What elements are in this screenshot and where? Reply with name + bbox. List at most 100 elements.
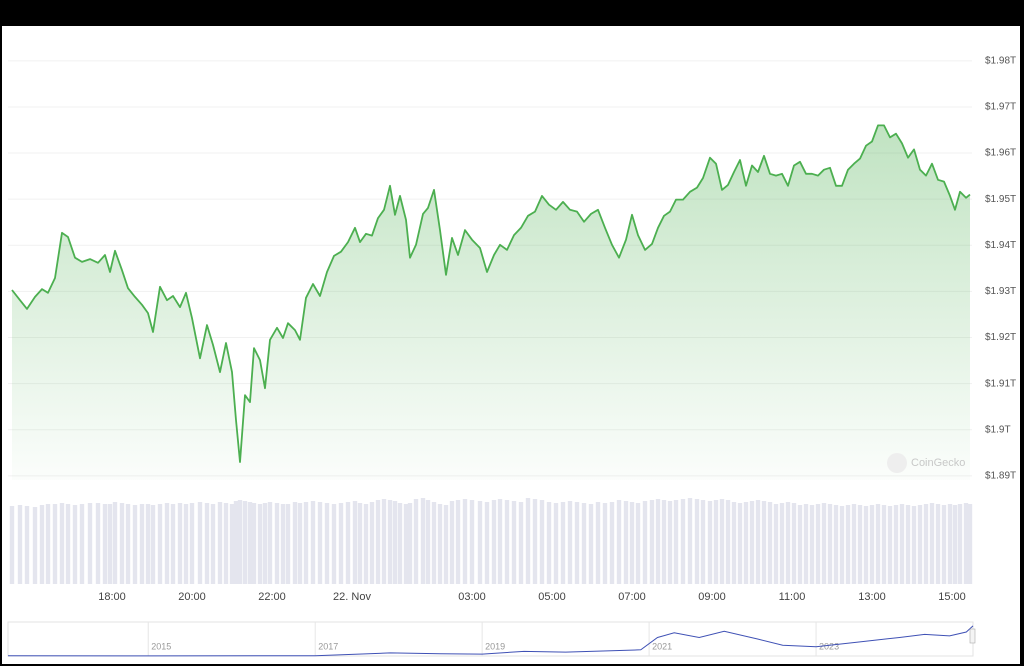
volume-bar — [317, 502, 323, 584]
volume-bar — [616, 500, 622, 584]
volume-bar — [357, 503, 363, 584]
volume-bar — [773, 504, 779, 584]
volume-bar — [755, 500, 761, 584]
volume-bar — [237, 500, 243, 584]
volume-bar — [217, 502, 223, 584]
volume-bar — [17, 505, 23, 584]
volume-bar — [947, 504, 953, 584]
volume-bar — [491, 500, 497, 584]
volume-bar — [518, 502, 524, 584]
volume-bar — [119, 503, 125, 584]
volume-bar — [72, 505, 78, 584]
navigator-year-label: 2015 — [151, 641, 171, 651]
volume-bar — [139, 504, 145, 584]
volume-bar — [183, 504, 189, 584]
volume-bar — [700, 500, 706, 584]
volume-bar — [967, 504, 973, 584]
volume-bar — [821, 503, 827, 584]
volume-bar — [779, 503, 785, 584]
volume-bar — [112, 502, 118, 584]
volume-bar — [9, 506, 15, 584]
volume-bar — [595, 502, 601, 584]
x-tick-label: 09:00 — [698, 591, 726, 603]
volume-bar — [369, 502, 375, 584]
volume-bar — [749, 501, 755, 584]
volume-bar — [761, 501, 767, 584]
volume-bar — [655, 499, 661, 584]
volume-bar — [785, 502, 791, 584]
volume-bar — [546, 502, 552, 584]
volume-bar — [673, 500, 679, 584]
volume-bar — [132, 505, 138, 584]
volume-bar — [462, 499, 468, 584]
y-tick-label: $1.89T — [985, 470, 1016, 481]
volume-bar — [164, 503, 170, 584]
volume-bar — [963, 503, 969, 584]
volume-bar — [145, 504, 151, 584]
volume-bar — [649, 500, 655, 584]
x-tick-label: 22. Nov — [333, 591, 371, 603]
volume-bar — [303, 502, 309, 584]
y-tick-label: $1.92T — [985, 332, 1016, 343]
volume-bar — [65, 504, 71, 584]
volume-bar — [403, 504, 409, 584]
volume-bar — [189, 503, 195, 584]
volume-bar — [381, 499, 387, 584]
navigator-year-label: 2021 — [652, 641, 672, 651]
y-tick-label: $1.91T — [985, 378, 1016, 389]
volume-bar — [893, 505, 899, 584]
volume-bar — [262, 503, 268, 584]
volume-bar — [525, 498, 531, 584]
volume-bar — [477, 501, 483, 584]
volume-bar — [297, 503, 303, 584]
y-tick-label: $1.9T — [985, 424, 1011, 435]
volume-bar — [210, 504, 216, 584]
volume-bar — [875, 504, 881, 584]
volume-bar — [581, 503, 587, 584]
navigator-frame — [7, 621, 974, 657]
y-tick-label: $1.98T — [985, 55, 1016, 66]
volume-bar — [107, 504, 113, 584]
volume-bar — [324, 503, 330, 584]
volume-bar — [229, 504, 235, 584]
volume-bar — [274, 503, 280, 584]
volume-bar — [331, 504, 337, 584]
volume-bar — [857, 505, 863, 584]
volume-bar — [815, 504, 821, 584]
volume-bar — [687, 498, 693, 584]
volume-bar — [767, 502, 773, 584]
volume-bar — [242, 501, 248, 584]
volume-bar — [511, 501, 517, 584]
volume-bar — [310, 501, 316, 584]
volume-bar — [935, 504, 941, 584]
volume-bar — [95, 503, 101, 584]
volume-bar — [791, 503, 797, 584]
volume-bar — [177, 503, 183, 584]
y-tick-label: $1.96T — [985, 148, 1016, 159]
volume-bar — [497, 499, 503, 584]
volume-bar — [431, 502, 437, 584]
volume-bar — [609, 502, 615, 584]
volume-bar — [449, 501, 455, 584]
volume-bar — [292, 502, 298, 584]
volume-bar — [905, 505, 911, 584]
volume-bar — [32, 507, 38, 584]
volume-bar — [102, 504, 108, 584]
volume-bar — [285, 504, 291, 584]
volume-bar — [731, 502, 737, 584]
volume-bar — [443, 505, 449, 584]
volume-bar — [952, 505, 958, 584]
volume-bar — [345, 502, 351, 584]
x-tick-label: 13:00 — [858, 591, 886, 603]
x-tick-label: 20:00 — [178, 591, 206, 603]
x-tick-label: 22:00 — [258, 591, 286, 603]
volume-bar — [713, 500, 719, 584]
x-tick-label: 18:00 — [98, 591, 126, 603]
volume-bar — [352, 501, 358, 584]
volume-bar — [667, 501, 673, 584]
volume-bar — [797, 505, 803, 584]
volume-bar — [629, 502, 635, 584]
watermark-logo — [887, 453, 907, 473]
volume-bar — [257, 504, 263, 584]
volume-bar — [635, 503, 641, 584]
